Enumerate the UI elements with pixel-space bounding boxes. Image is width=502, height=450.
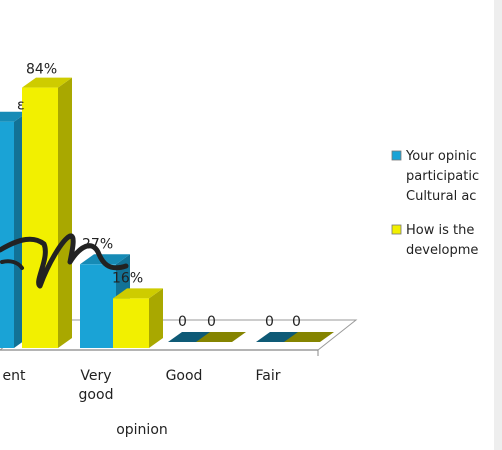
- bar-s2-ent-top: [22, 77, 72, 88]
- bar-s2-very-good-top: [113, 288, 163, 299]
- legend-swatch-0: [391, 150, 402, 161]
- handwritten-scribble-tail: [0, 259, 24, 270]
- x-tick-label-2-0: Good: [166, 368, 203, 384]
- legend-label-0-2: Cultural ac: [406, 189, 476, 204]
- x-tick-label-3-0: Fair: [256, 368, 281, 384]
- handwritten-scribble: [0, 233, 129, 289]
- right-edge: [494, 0, 502, 450]
- bar-s2-ent-side: [58, 77, 72, 348]
- x-axis-title: opinion: [116, 422, 168, 438]
- data-label-s1-very-good: 27%: [82, 236, 113, 252]
- bar-s2-good: [196, 332, 246, 342]
- data-label-s2-fair: 0: [292, 314, 301, 330]
- x-tick-label-1-1: good: [79, 387, 114, 403]
- legend-label-1-1: developme: [406, 243, 478, 258]
- bar-s2-ent: [22, 87, 58, 348]
- bar-s2-very-good: [113, 298, 149, 348]
- data-label-s1-good: 0: [178, 314, 187, 330]
- data-label-s2-very-good: 16%: [112, 270, 143, 286]
- data-label-s1-fair: 0: [265, 314, 274, 330]
- legend-label-0-1: participatic: [406, 169, 479, 184]
- data-label-s1-ent-fragment: ε: [17, 98, 25, 114]
- bar-s1-ent-top: [0, 111, 28, 122]
- legend-label-1-0: How is the: [406, 223, 474, 238]
- data-label-s2-ent: 84%: [26, 62, 57, 78]
- bar-s2-very-good-side: [149, 288, 163, 348]
- x-tick-label-1-0: Very: [80, 368, 111, 384]
- legend-swatch-1: [391, 224, 402, 235]
- x-tick-label-0-0: ent: [3, 368, 26, 384]
- bar-s1-very-good: [80, 264, 116, 348]
- bar-s2-fair: [284, 332, 334, 342]
- data-label-s2-good: 0: [207, 314, 216, 330]
- bar-s1-ent: [0, 121, 14, 348]
- bar-s1-very-good-top: [80, 254, 130, 265]
- legend-label-0-0: Your opinic: [405, 149, 477, 164]
